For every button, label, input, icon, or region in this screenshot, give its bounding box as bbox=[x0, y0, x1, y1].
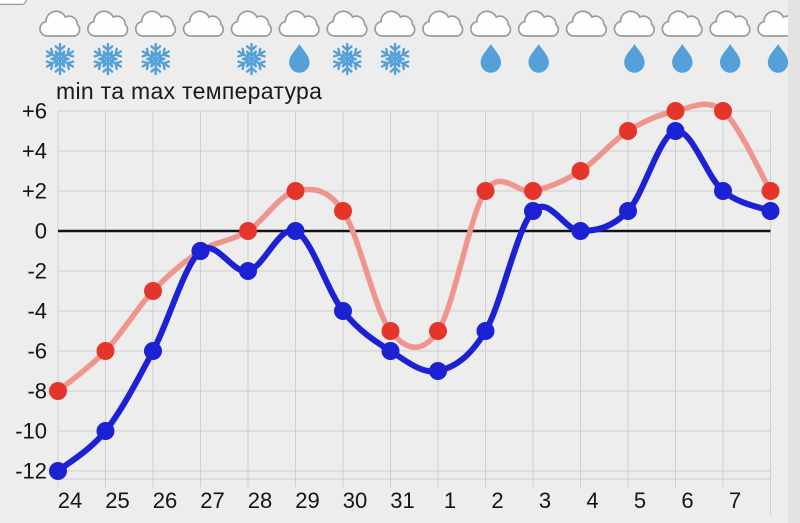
raindrop-icon bbox=[624, 44, 645, 73]
x-axis-label: 3 bbox=[539, 488, 551, 513]
snowflake-arm bbox=[380, 47, 398, 61]
y-axis-label: -10 bbox=[15, 419, 47, 444]
max-temp-point bbox=[761, 182, 780, 200]
chart-title: min та max температура bbox=[56, 78, 323, 104]
min-temp-point bbox=[476, 322, 495, 340]
x-axis-label: 6 bbox=[681, 488, 693, 513]
raindrop-icon bbox=[767, 44, 789, 73]
snowflake-icon bbox=[93, 42, 123, 76]
min-temp-point bbox=[761, 202, 780, 220]
min-temp-point bbox=[49, 462, 67, 480]
cloud-icon bbox=[613, 10, 655, 37]
raindrop-icon bbox=[672, 44, 693, 73]
max-temp-point bbox=[476, 182, 495, 200]
snowflake-arm bbox=[45, 47, 63, 61]
cloud-icon bbox=[182, 10, 225, 37]
x-axis-label: 26 bbox=[153, 488, 177, 513]
snowflake-icon bbox=[237, 42, 266, 76]
min-temp-line bbox=[55, 128, 774, 474]
max-temp-point bbox=[96, 342, 115, 360]
min-temp-point bbox=[571, 222, 590, 240]
max-temp-point bbox=[619, 122, 637, 140]
min-temp-point bbox=[144, 342, 162, 360]
max-temp-point bbox=[334, 202, 352, 220]
min-temp-point bbox=[666, 122, 685, 140]
max-temp-point bbox=[524, 182, 542, 200]
x-axis-label: 2 bbox=[491, 488, 503, 513]
x-axis-label: 1 bbox=[444, 488, 456, 513]
cloud-icon bbox=[469, 10, 512, 37]
cloud-icon bbox=[565, 10, 608, 37]
x-axis-label: 28 bbox=[248, 488, 272, 513]
cloud-icon bbox=[230, 10, 272, 37]
max-temp-point bbox=[429, 322, 447, 340]
y-axis-label: -4 bbox=[27, 299, 47, 324]
min-temp-point bbox=[381, 342, 400, 360]
max-temp-point bbox=[49, 382, 67, 400]
max-temp-point bbox=[239, 222, 257, 240]
x-axis-label: 30 bbox=[343, 488, 367, 513]
partial-cloud-icon bbox=[0, 0, 27, 6]
cloud-icon bbox=[661, 10, 703, 37]
y-axis-label: -8 bbox=[27, 379, 47, 404]
min-temp-point bbox=[429, 362, 447, 380]
snowflake-arm bbox=[332, 47, 350, 61]
cloud-icon bbox=[134, 10, 177, 37]
y-axis-label: -2 bbox=[27, 259, 47, 284]
x-axis-label: 27 bbox=[200, 488, 224, 513]
raindrop-icon bbox=[528, 44, 549, 73]
cloud-icon bbox=[517, 10, 560, 37]
snowflake-icon bbox=[380, 42, 410, 76]
snowflake-icon bbox=[141, 42, 171, 76]
x-axis-label: 24 bbox=[58, 488, 82, 513]
min-temp-point bbox=[239, 262, 257, 280]
max-temp-point bbox=[144, 282, 162, 300]
min-temp-point bbox=[714, 182, 732, 200]
cloud-icon bbox=[39, 10, 81, 37]
cloud-icon bbox=[326, 10, 368, 37]
y-axis-label: +4 bbox=[22, 139, 47, 164]
x-axis-label: 4 bbox=[586, 488, 598, 513]
min-temp-point bbox=[286, 222, 305, 240]
snowflake-arm bbox=[237, 47, 254, 61]
cloud-icon bbox=[422, 10, 464, 37]
x-axis-label: 7 bbox=[729, 488, 741, 513]
snowflake-icon bbox=[332, 42, 362, 76]
min-temp-point bbox=[191, 242, 210, 260]
min-temp-point bbox=[96, 422, 115, 440]
y-axis-label: -12 bbox=[15, 459, 47, 484]
max-temp-point bbox=[666, 102, 685, 120]
y-axis-label: 0 bbox=[35, 219, 47, 244]
min-temp-point bbox=[619, 202, 637, 220]
raindrop-icon bbox=[289, 44, 310, 73]
snowflake-arm bbox=[93, 47, 111, 61]
min-temp-point bbox=[524, 202, 542, 220]
cloud-icon bbox=[278, 10, 320, 37]
min-temp-point bbox=[334, 302, 352, 320]
cloud-icon bbox=[87, 10, 129, 37]
max-temp-point bbox=[286, 182, 305, 200]
snowflake-arm bbox=[141, 47, 159, 61]
x-axis-label: 31 bbox=[390, 488, 414, 513]
x-axis-label: 29 bbox=[295, 488, 319, 513]
raindrop-icon bbox=[719, 44, 741, 73]
max-temp-point bbox=[571, 162, 590, 180]
max-temp-line bbox=[55, 101, 774, 394]
y-axis-label: +2 bbox=[22, 179, 47, 204]
y-axis-label: +6 bbox=[22, 99, 47, 124]
raindrop-icon bbox=[480, 44, 502, 73]
x-axis-label: 25 bbox=[105, 488, 129, 513]
right-margin bbox=[788, 0, 800, 523]
x-axis-label: 5 bbox=[634, 488, 646, 513]
max-temp-point bbox=[381, 322, 400, 340]
max-temp-point bbox=[714, 102, 732, 120]
snowflake-icon bbox=[45, 42, 75, 76]
cloud-icon bbox=[374, 10, 416, 37]
cloud-icon bbox=[709, 10, 751, 37]
y-axis-label: -6 bbox=[27, 339, 47, 364]
